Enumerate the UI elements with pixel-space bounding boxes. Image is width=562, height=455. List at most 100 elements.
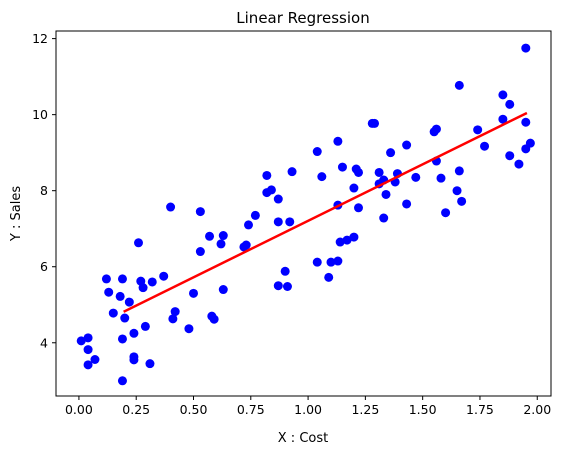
scatter-point-45 [273, 194, 283, 204]
scatter-point-89 [457, 196, 467, 206]
scatter-point-3 [83, 345, 93, 355]
scatter-point-84 [436, 173, 446, 183]
scatter-point-90 [473, 125, 483, 135]
scatter-point-42 [262, 170, 272, 180]
x-tick-label: 1.75 [466, 402, 494, 417]
x-tick-label: 1.00 [294, 402, 322, 417]
scatter-point-48 [280, 266, 290, 276]
scatter-point-24 [159, 271, 169, 281]
plot-area [76, 43, 535, 386]
scatter-point-10 [117, 274, 127, 284]
scatter-point-99 [521, 43, 531, 53]
scatter-point-78 [402, 140, 412, 150]
scatter-point-35 [216, 239, 226, 249]
scatter-point-91 [480, 141, 490, 151]
scatter-point-57 [333, 256, 343, 266]
scatter-point-25 [166, 202, 176, 212]
scatter-point-63 [349, 183, 359, 193]
scatter-point-6 [101, 274, 111, 284]
x-tick-label: 2.00 [523, 402, 551, 417]
scatter-point-86 [452, 186, 462, 196]
scatter-point-97 [521, 117, 531, 127]
scatter-point-34 [209, 314, 219, 324]
scatter-point-37 [218, 285, 228, 295]
x-axis-label: X : Cost [278, 431, 328, 446]
scatter-point-39 [241, 240, 251, 250]
scatter-point-95 [505, 99, 515, 109]
scatter-point-52 [312, 147, 322, 157]
scatter-point-26 [168, 314, 178, 324]
scatter-point-40 [244, 220, 253, 230]
scatter-point-60 [335, 237, 345, 247]
scatter-point-2 [83, 333, 93, 343]
x-tick-label: 1.25 [351, 402, 379, 417]
y-tick-label: 8 [40, 183, 48, 198]
scatter-point-27 [170, 307, 180, 317]
scatter-point-22 [145, 359, 155, 369]
scatter-point-9 [115, 291, 125, 301]
scatter-point-93 [498, 114, 508, 124]
scatter-point-21 [140, 321, 150, 331]
scatter-point-59 [333, 136, 343, 146]
scatter-point-54 [317, 172, 327, 182]
y-tick-label: 4 [40, 335, 48, 350]
scatter-point-53 [312, 257, 322, 267]
scatter-point-67 [354, 203, 363, 213]
scatter-point-92 [498, 90, 508, 100]
scatter-point-29 [189, 288, 198, 298]
scatter-point-75 [386, 148, 396, 158]
scatter-point-94 [505, 151, 515, 161]
scatter-point-55 [324, 272, 334, 282]
axes: 0.00 0.25 0.50 0.75 1.00 1.25 1.50 1.75 2.00 4 6 8 1… [32, 31, 551, 417]
scatter-point-82 [431, 124, 441, 134]
scatter-point-41 [250, 210, 260, 220]
scatter-point-46 [273, 217, 283, 227]
y-tick-label: 10 [32, 107, 48, 122]
scatter-point-4 [83, 360, 93, 370]
x-tick-label: 0.25 [122, 402, 150, 417]
scatter-point-64 [349, 232, 359, 242]
scatter-point-56 [326, 257, 336, 267]
scatter-point-61 [337, 162, 347, 172]
x-tick-label: 0.50 [180, 402, 208, 417]
scatter-point-14 [124, 297, 134, 307]
scatter-point-28 [184, 324, 194, 334]
x-tick-label: 0.75 [237, 402, 265, 417]
regression-line [123, 111, 528, 313]
scatter-point-80 [411, 172, 421, 182]
scatter-point-74 [381, 189, 391, 199]
scatter-point-12 [117, 376, 127, 386]
scatter-point-47 [273, 281, 283, 291]
scatter-point-11 [117, 334, 127, 344]
scatter-point-100 [525, 138, 535, 148]
scatter-point-49 [282, 282, 292, 291]
y-tick-label: 12 [32, 31, 48, 46]
x-tick-label: 1.50 [409, 402, 437, 417]
scatter-point-1 [76, 336, 86, 346]
scatter-point-69 [370, 118, 380, 128]
scatter-point-50 [285, 217, 295, 227]
chart-title: Linear Regression [236, 9, 369, 27]
scatter-point-88 [454, 80, 464, 90]
scatter-point-5 [90, 355, 100, 364]
scatter-point-32 [205, 231, 215, 241]
y-axis-label: Y : Sales [9, 186, 24, 242]
scatter-point-30 [195, 207, 205, 217]
scatter-point-96 [514, 159, 524, 169]
scatter-point-20 [138, 283, 148, 293]
x-tick-label: 0.00 [65, 402, 93, 417]
scatter-point-23 [147, 277, 157, 287]
scatter-point-62 [342, 235, 352, 245]
scatter-point-18 [134, 238, 143, 248]
y-tick-label: 6 [40, 259, 48, 274]
plot-frame [55, 30, 552, 397]
scatter-point-70 [374, 167, 384, 177]
scatter-point-36 [218, 231, 228, 241]
scatter-point-87 [454, 166, 464, 176]
scatter-point-8 [108, 308, 118, 318]
scatter-point-17 [129, 328, 139, 338]
scatter-point-79 [402, 199, 412, 209]
scatter-point-85 [441, 208, 451, 218]
scatter-point-44 [266, 185, 276, 195]
